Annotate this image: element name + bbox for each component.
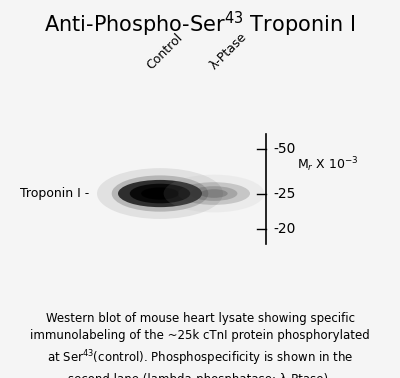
Text: -20: -20 — [273, 222, 296, 236]
Ellipse shape — [112, 175, 208, 212]
Ellipse shape — [97, 168, 223, 219]
Text: M$_r$ X 10$^{-3}$: M$_r$ X 10$^{-3}$ — [297, 155, 359, 174]
Ellipse shape — [141, 187, 179, 200]
Text: Troponin I -: Troponin I - — [20, 187, 89, 200]
Text: -25: -25 — [273, 186, 296, 201]
Ellipse shape — [190, 186, 238, 201]
Ellipse shape — [200, 189, 228, 198]
Ellipse shape — [164, 175, 264, 212]
Text: Western blot of mouse heart lysate showing specific
immunolabeling of the ~25k c: Western blot of mouse heart lysate showi… — [30, 312, 370, 378]
Ellipse shape — [130, 184, 190, 203]
Text: λ-Ptase: λ-Ptase — [208, 30, 250, 72]
Text: Control: Control — [144, 31, 185, 72]
Ellipse shape — [118, 180, 202, 207]
Text: -50: -50 — [273, 142, 296, 156]
Text: Anti-Phospho-Ser$^{43}$ Troponin I: Anti-Phospho-Ser$^{43}$ Troponin I — [44, 10, 356, 39]
Ellipse shape — [150, 190, 170, 197]
Ellipse shape — [178, 182, 250, 205]
